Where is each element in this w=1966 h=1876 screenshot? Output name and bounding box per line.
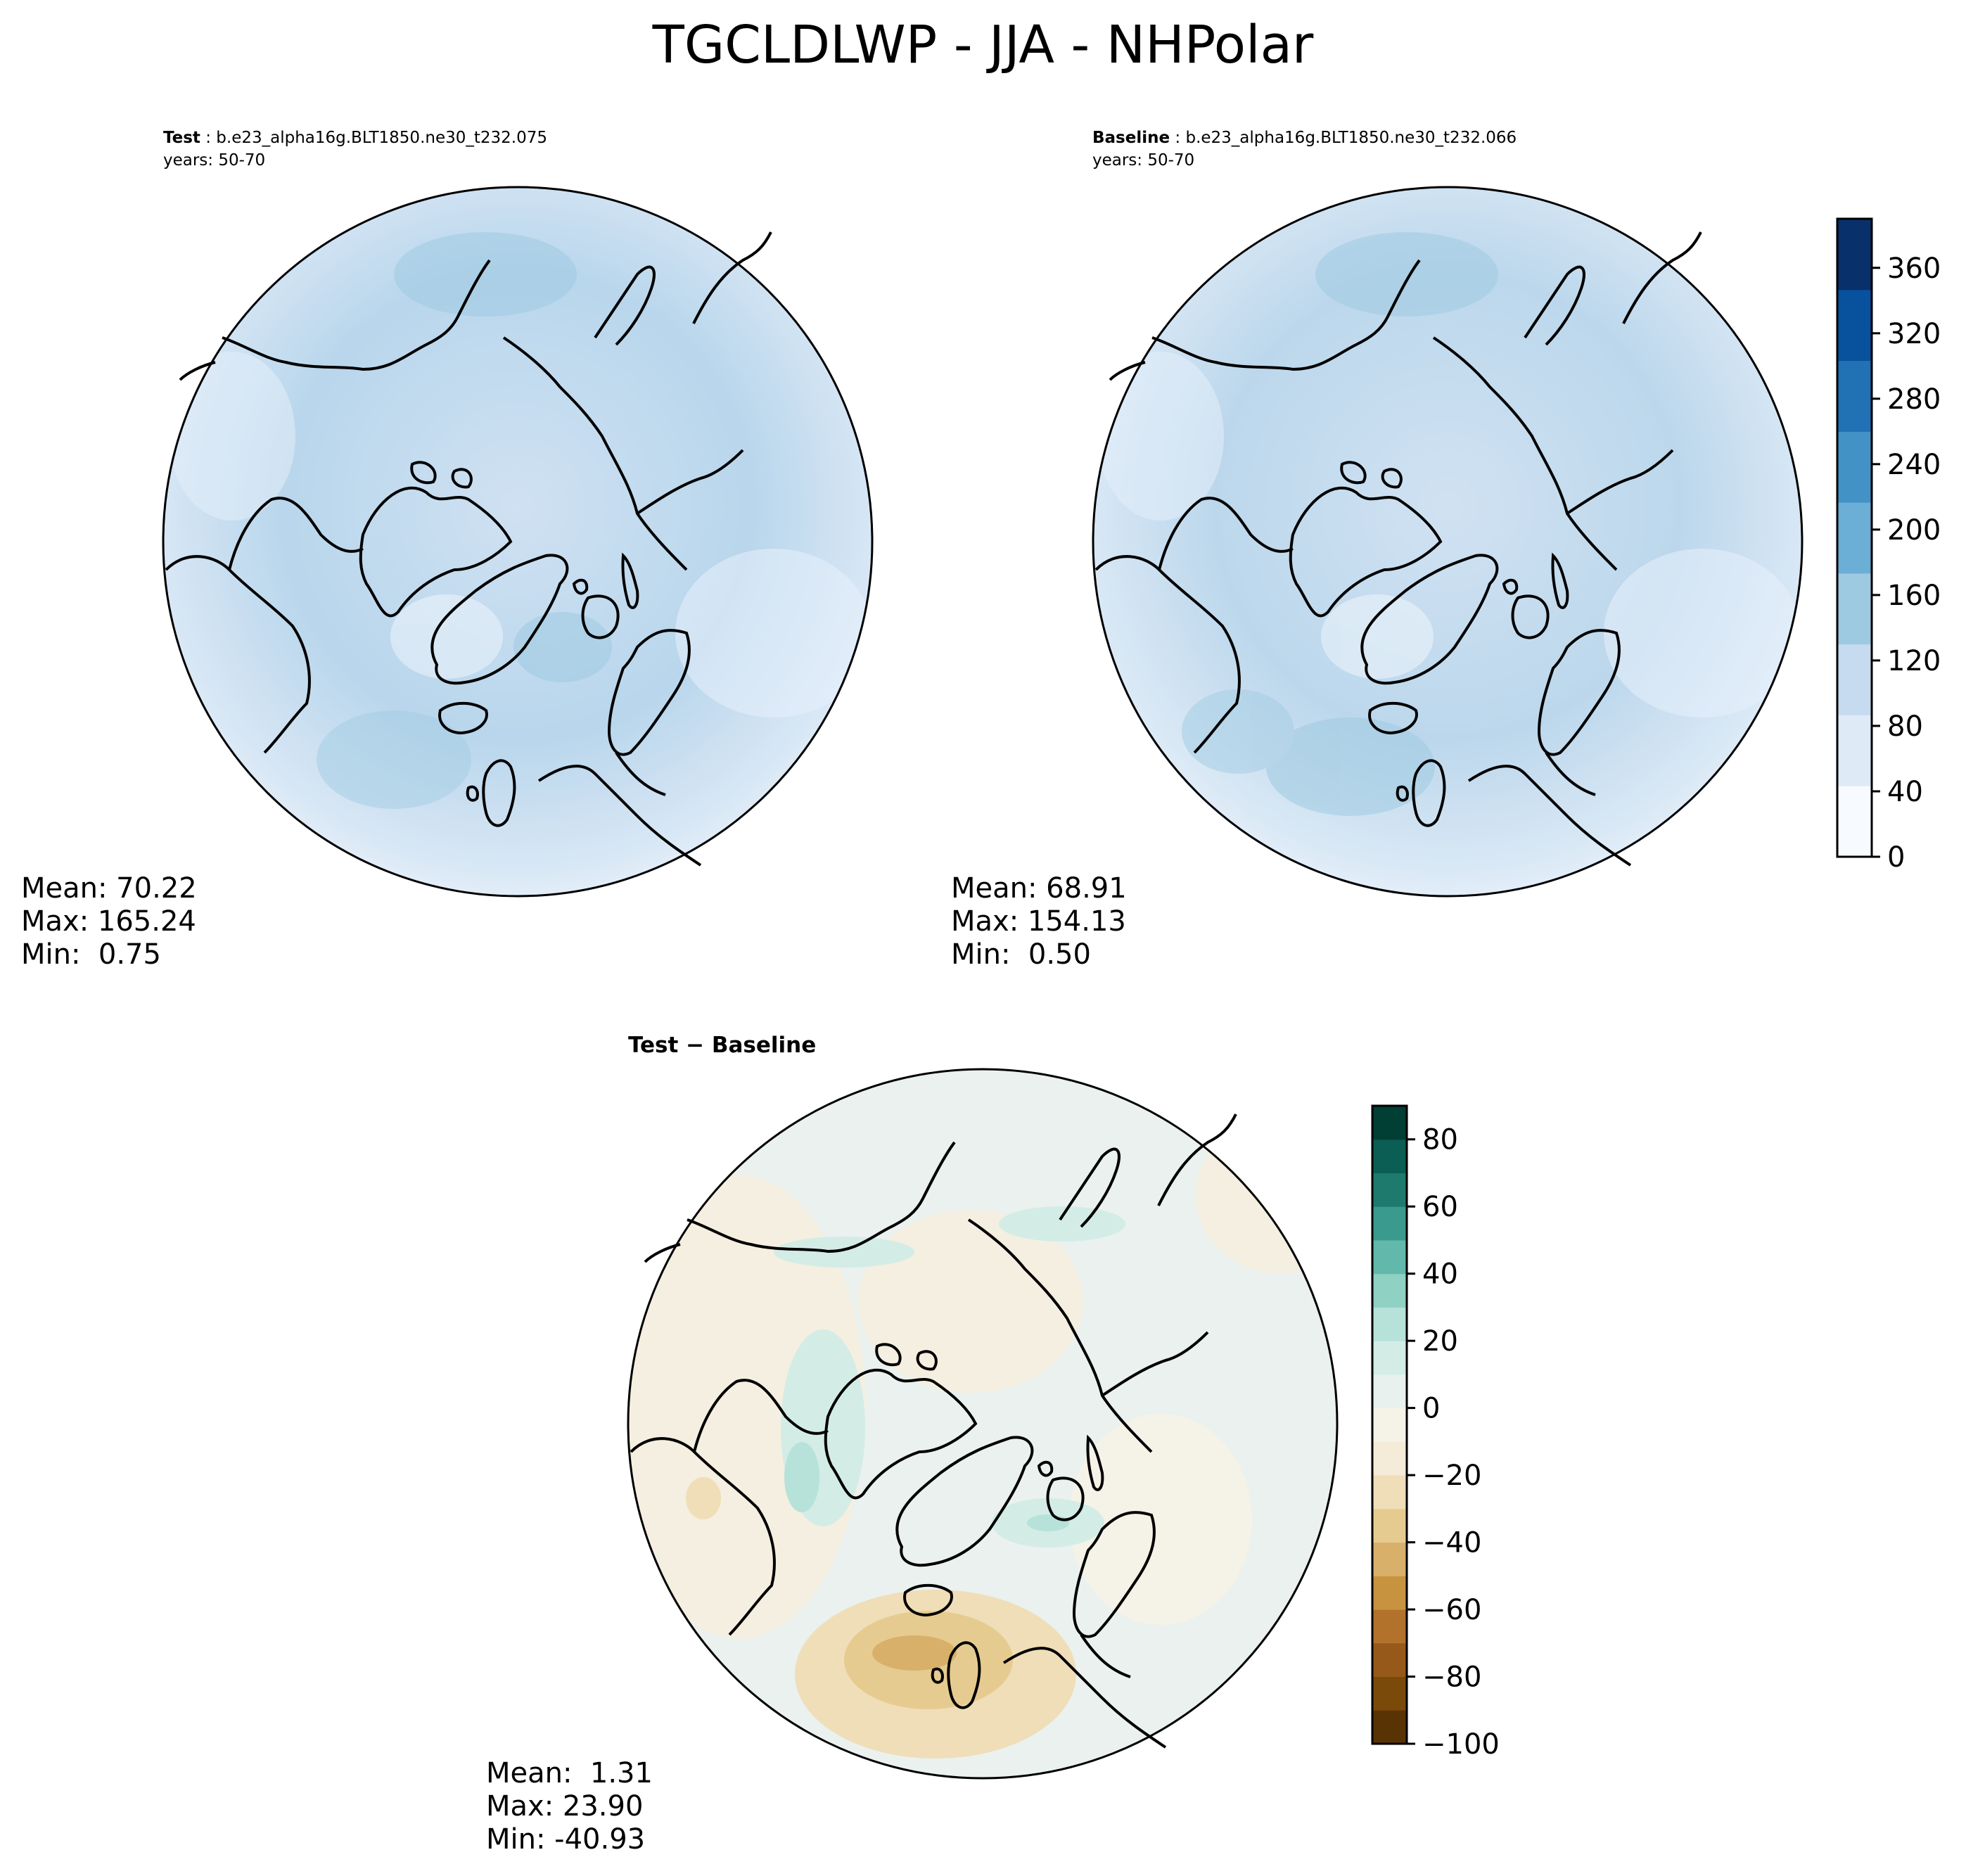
diff-colorbar-segment (1372, 1307, 1407, 1341)
diff-stats: Mean: 1.31 Max: 23.90 Min: -40.93 (486, 1757, 653, 1856)
diff-colorbar-segment (1372, 1542, 1407, 1576)
diff-colorbar-tick-label: −100 (1422, 1728, 1500, 1761)
test-label: Test (163, 129, 200, 147)
diff-colorbar-tick-label: −80 (1422, 1661, 1481, 1694)
diff-panel-title: Test − Baseline (628, 1033, 817, 1058)
main-colorbar-segment (1837, 431, 1872, 503)
test-years: years: 50-70 (163, 151, 266, 170)
main-colorbar-tick-label: 0 (1887, 841, 1905, 874)
main-colorbar-tick-label: 360 (1887, 253, 1941, 285)
main-colorbar-segment (1837, 786, 1872, 857)
diff-colorbar: −100 −80 −60 −40 −20 0 20 40 60 80 (1371, 1104, 1500, 1761)
diff-colorbar-segment (1372, 1642, 1407, 1678)
diff-min: Min: -40.93 (486, 1823, 646, 1856)
diff-colorbar-segment (1372, 1508, 1407, 1543)
baseline-panel-header: Baseline : b.e23_alpha16g.BLT1850.ne30_t… (1092, 129, 1517, 170)
baseline-case-name: b.e23_alpha16g.BLT1850.ne30_t232.066 (1185, 129, 1517, 147)
test-map-panel (162, 186, 874, 898)
diff-colorbar-tick-label: 40 (1422, 1258, 1458, 1291)
diff-colorbar-segment (1372, 1206, 1407, 1241)
main-colorbar: 0 40 80 120 160 200 240 280 320 360 (1836, 217, 1941, 874)
test-panel-header: Test : b.e23_alpha16g.BLT1850.ne30_t232.… (163, 129, 547, 170)
main-colorbar-tick-label: 240 (1887, 449, 1941, 481)
diff-colorbar-tick-label: 80 (1422, 1124, 1458, 1156)
diff-colorbar-tick-label: 20 (1422, 1325, 1458, 1358)
test-min: Min: 0.75 (21, 938, 161, 971)
diff-colorbar-segment (1372, 1341, 1407, 1375)
main-colorbar-frame (1836, 217, 1873, 858)
diff-colorbar-segment (1372, 1139, 1407, 1173)
baseline-mean: Mean: 68.91 (951, 872, 1127, 905)
baseline-max: Max: 154.13 (951, 905, 1126, 938)
diff-colorbar-tick-label: −60 (1422, 1594, 1481, 1626)
test-mean: Mean: 70.22 (21, 872, 197, 905)
diff-colorbar-segment (1372, 1106, 1407, 1140)
diff-colorbar-segment (1372, 1273, 1407, 1308)
test-case-name: b.e23_alpha16g.BLT1850.ne30_t232.075 (216, 129, 547, 147)
main-colorbar-segment (1837, 219, 1872, 291)
main-colorbar-tick-label: 80 (1887, 710, 1923, 743)
baseline-label: Baseline (1092, 129, 1170, 147)
diff-colorbar-tick-label: −20 (1422, 1460, 1481, 1492)
main-colorbar-segment (1837, 573, 1872, 645)
diff-map-panel (627, 1068, 1339, 1780)
main-colorbar-segment (1837, 644, 1872, 715)
diff-mean: Mean: 1.31 (486, 1757, 653, 1789)
diff-max: Max: 23.90 (486, 1790, 644, 1823)
diff-colorbar-segment (1372, 1408, 1407, 1442)
diff-colorbar-frame (1371, 1104, 1408, 1745)
main-colorbar-segment (1837, 289, 1872, 362)
test-stats: Mean: 70.22 Max: 165.24 Min: 0.75 (21, 872, 197, 971)
diff-colorbar-segment (1372, 1441, 1407, 1476)
figure-title: TGCLDLWP - JJA - NHPolar (652, 15, 1314, 75)
main-colorbar-tick-label: 320 (1887, 318, 1941, 350)
main-colorbar-tick-label: 160 (1887, 580, 1941, 612)
main-colorbar-tick-label: 280 (1887, 383, 1941, 416)
main-colorbar-segment (1837, 715, 1872, 786)
diff-colorbar-segment (1372, 1374, 1407, 1409)
diff-colorbar-segment (1372, 1475, 1407, 1510)
baseline-map-field-patches (1097, 232, 1801, 816)
diff-colorbar-tick-label: −40 (1422, 1527, 1481, 1559)
diff-colorbar-segment (1372, 1710, 1407, 1744)
baseline-min: Min: 0.50 (951, 938, 1091, 971)
diff-colorbar-tick-label: 60 (1422, 1191, 1458, 1223)
main-colorbar-tick-label: 40 (1887, 776, 1923, 808)
diff-colorbar-segment (1372, 1576, 1407, 1610)
main-colorbar-segment (1837, 502, 1872, 574)
diff-map-boundary (627, 1068, 1339, 1780)
diff-colorbar-segment (1372, 1676, 1407, 1711)
diff-colorbar-segment (1372, 1173, 1407, 1207)
test-map-boundary (162, 186, 874, 898)
main-colorbar-segment (1837, 360, 1872, 432)
baseline-map-panel (1092, 186, 1804, 898)
diff-colorbar-tick-label: 0 (1422, 1393, 1440, 1425)
main-colorbar-tick-label: 120 (1887, 645, 1941, 677)
diff-colorbar-segment (1372, 1239, 1407, 1275)
test-map-field (163, 187, 872, 896)
test-max: Max: 165.24 (21, 905, 196, 938)
baseline-stats: Mean: 68.91 Max: 154.13 Min: 0.50 (951, 872, 1127, 971)
baseline-years: years: 50-70 (1092, 151, 1195, 170)
baseline-map-boundary (1092, 186, 1804, 898)
main-colorbar-tick-label: 200 (1887, 514, 1941, 547)
diff-colorbar-segment (1372, 1609, 1407, 1644)
